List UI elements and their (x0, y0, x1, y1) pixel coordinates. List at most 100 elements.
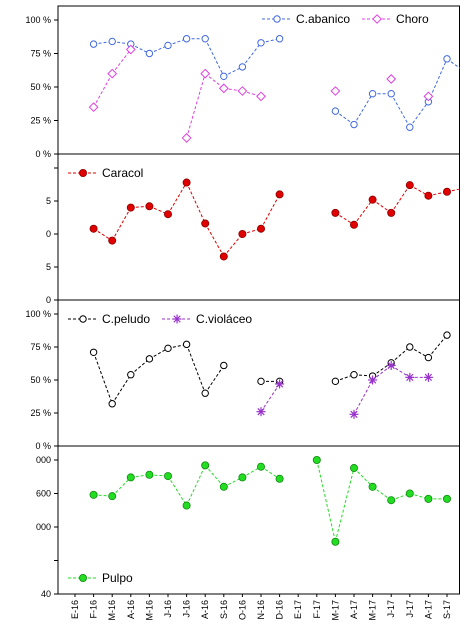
series-line-segment (130, 358, 150, 376)
x-tick-label: M-17 (368, 600, 378, 621)
legend-label: Choro (396, 12, 429, 26)
data-point (108, 492, 117, 501)
data-point (238, 473, 247, 482)
data-point (145, 202, 154, 211)
x-tick-label: E-17 (293, 600, 303, 619)
data-point (386, 360, 396, 370)
y-tick-label: 0 % (35, 149, 51, 159)
series-line-segment (186, 182, 206, 224)
y-tick-label: 0 (46, 229, 51, 239)
data-point (406, 123, 414, 131)
series-line-segment (335, 212, 355, 226)
y-tick-label: 000 (36, 455, 51, 465)
data-point (275, 35, 284, 43)
data-point (350, 371, 358, 379)
data-point (200, 68, 211, 79)
data-point (387, 208, 396, 217)
data-point (442, 494, 451, 503)
y-tick-label: 25 % (30, 116, 51, 126)
data-point (201, 389, 209, 397)
data-point (331, 377, 340, 386)
data-point (386, 74, 397, 84)
legend: Pulpo (68, 571, 133, 585)
x-tick-label: A-17 (349, 600, 359, 619)
x-tick-label: M-16 (107, 600, 117, 621)
data-point (125, 44, 136, 55)
series-line-segment (372, 362, 392, 377)
x-tick-label: M-16 (144, 600, 154, 621)
data-point (275, 474, 284, 483)
series-line-segment (204, 38, 225, 77)
series-line-segment (111, 49, 132, 74)
data-point (108, 400, 116, 408)
star-stroke (257, 408, 265, 416)
data-point (424, 494, 433, 503)
star-stroke (275, 380, 284, 388)
y-tick-label: 50 % (30, 82, 51, 92)
data-point (331, 107, 340, 115)
y-tick-label: 600 (36, 489, 51, 499)
x-tick-label: A-17 (423, 600, 433, 619)
data-point (349, 464, 358, 473)
data-point (201, 35, 209, 43)
data-point (107, 68, 118, 79)
data-point (108, 37, 116, 46)
data-point (424, 191, 433, 200)
series-line-segment (353, 93, 374, 125)
series-line-segment (111, 374, 132, 405)
data-point (201, 461, 210, 470)
data-point (89, 40, 98, 48)
data-point (349, 220, 358, 229)
data-point (182, 35, 191, 43)
data-point (220, 361, 228, 370)
data-point (181, 133, 192, 143)
series-line-segment (316, 459, 336, 542)
data-point (220, 72, 228, 80)
data-point (89, 224, 98, 233)
data-point (368, 195, 377, 204)
data-point (312, 455, 321, 464)
data-point (172, 314, 182, 324)
data-point (164, 344, 172, 353)
data-point (145, 470, 154, 479)
series-c-abanico (89, 35, 460, 131)
series-line-segment (353, 467, 373, 488)
data-point (182, 501, 191, 510)
data-point (368, 90, 377, 98)
series-line-segment (353, 199, 374, 226)
x-tick-label: O-16 (237, 600, 247, 620)
data-point (405, 372, 415, 382)
x-tick-label: D-16 (275, 600, 285, 620)
legend: C.peludo C.violáceo (68, 312, 252, 326)
y-tick-label: 40 (41, 589, 51, 599)
data-point (89, 490, 98, 499)
series-line-segment (242, 42, 262, 68)
x-tick-label: N-16 (256, 600, 266, 620)
x-tick-label: E-16 (70, 600, 80, 619)
series-line-segment (260, 466, 280, 480)
series-line-segment (260, 194, 281, 229)
series-line-segment (111, 477, 132, 497)
series-line-segment (260, 383, 281, 412)
series-line-segment (167, 182, 188, 215)
data-point (331, 537, 340, 546)
panel-3: 0 % 25 % 50 % 75 % 100 % C.peludo C.violáceo (25, 299, 460, 451)
data-point (349, 409, 359, 419)
data-point (405, 181, 414, 190)
data-point (273, 15, 281, 23)
x-tick-label: J-17 (405, 600, 415, 618)
data-point (256, 224, 265, 233)
legend: C.abanico Choro (262, 12, 429, 26)
y-tick-label: 50 % (30, 375, 51, 385)
y-tick-label: 75 % (30, 49, 51, 59)
star-stroke (350, 410, 358, 418)
data-point (423, 91, 434, 102)
data-point (387, 90, 395, 98)
series-line-segment (353, 379, 374, 415)
y-tick-label: 100 % (25, 15, 51, 25)
series-line-segment (390, 365, 411, 378)
star-stroke (387, 361, 395, 370)
data-point (89, 348, 98, 356)
data-point (406, 343, 414, 351)
x-tick-label: J-17 (386, 600, 396, 618)
